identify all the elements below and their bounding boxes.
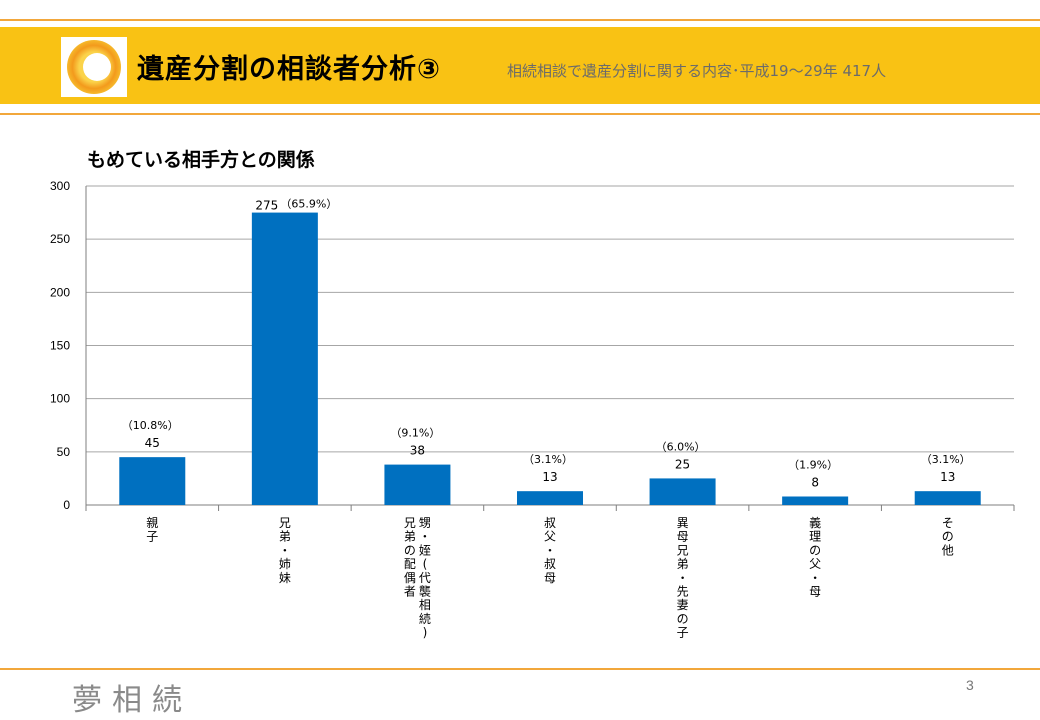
x-category-label: 母 bbox=[544, 571, 556, 585]
x-category-label: 代 bbox=[419, 571, 431, 585]
x-category-label: の bbox=[809, 543, 821, 557]
header-band bbox=[0, 27, 1040, 104]
x-category-label: 姪 bbox=[419, 543, 431, 557]
x-category-label: 叔 bbox=[544, 557, 556, 571]
x-category-label: 妻 bbox=[677, 598, 689, 612]
percent-label: （6.0%） bbox=[656, 440, 706, 453]
bar bbox=[517, 491, 583, 505]
x-category-label: 先 bbox=[677, 585, 689, 599]
x-category-label: 配 bbox=[404, 557, 416, 571]
y-tick-label: 100 bbox=[50, 392, 70, 406]
x-category-label: 子 bbox=[677, 626, 689, 640]
x-category-label: ) bbox=[423, 626, 428, 640]
slide-title: 遺産分割の相談者分析③ bbox=[137, 54, 441, 85]
bar bbox=[251, 212, 318, 506]
x-category-label: ・ bbox=[809, 571, 821, 585]
data-label: 25 bbox=[675, 457, 690, 471]
y-tick-label: 150 bbox=[50, 339, 70, 353]
x-category-label: の bbox=[404, 543, 416, 557]
logo bbox=[61, 37, 127, 97]
x-category-label: ・ bbox=[544, 543, 556, 557]
x-category-label: 兄 bbox=[279, 516, 291, 530]
x-category-label: 理 bbox=[809, 530, 821, 544]
y-tick-label: 300 bbox=[50, 179, 70, 193]
x-category-label: 父 bbox=[809, 557, 821, 571]
x-category-label: 襲 bbox=[419, 584, 431, 599]
data-label: 13 bbox=[940, 470, 955, 484]
y-tick-label: 50 bbox=[57, 445, 71, 459]
x-category-label: 母 bbox=[677, 530, 689, 544]
y-tick-label: 0 bbox=[63, 498, 70, 512]
header-bottom-line bbox=[0, 113, 1040, 115]
x-category-label: の bbox=[942, 530, 954, 544]
footer-line bbox=[0, 668, 1040, 670]
x-category-label: 親 bbox=[146, 516, 158, 530]
data-label: 275 bbox=[255, 199, 278, 213]
x-category-label: 偶 bbox=[404, 571, 416, 585]
percent-label: （3.1%） bbox=[921, 453, 971, 466]
bar bbox=[782, 496, 849, 505]
x-category-label: ( bbox=[423, 557, 428, 571]
percent-label: （3.1%） bbox=[523, 453, 573, 466]
x-category-label: 義 bbox=[809, 515, 821, 530]
ring-logo-icon bbox=[67, 40, 121, 94]
y-tick-label: 250 bbox=[50, 232, 70, 246]
x-category-label: 妹 bbox=[279, 571, 291, 585]
bar bbox=[914, 491, 981, 505]
chart-title: もめている相手方との関係 bbox=[87, 149, 315, 171]
x-category-label: 兄 bbox=[404, 516, 416, 530]
x-category-label: 相 bbox=[419, 598, 431, 612]
x-category-label: 者 bbox=[404, 585, 416, 599]
data-label: 8 bbox=[811, 475, 819, 489]
x-category-label: 父 bbox=[544, 530, 556, 544]
slide-subtitle: 相続相談で遺産分割に関する内容･平成19～29年 417人 bbox=[507, 62, 887, 80]
data-label: 45 bbox=[145, 436, 160, 450]
percent-label: （65.9%） bbox=[280, 198, 337, 211]
percent-label: （9.1%） bbox=[390, 427, 440, 440]
bar bbox=[384, 464, 451, 505]
percent-label: （1.9%） bbox=[788, 458, 838, 471]
x-category-label: 続 bbox=[419, 612, 431, 626]
bar bbox=[119, 457, 186, 505]
bar bbox=[649, 478, 716, 505]
x-category-label: 弟 bbox=[677, 557, 689, 571]
x-category-label: 子 bbox=[146, 530, 158, 544]
x-category-label: 他 bbox=[942, 543, 954, 557]
x-category-label: の bbox=[677, 612, 689, 626]
percent-label: （10.8%） bbox=[122, 419, 179, 432]
x-category-label: 叔 bbox=[544, 516, 556, 530]
x-category-label: そ bbox=[942, 516, 954, 530]
data-label: 13 bbox=[542, 470, 557, 484]
x-category-label: ・ bbox=[677, 571, 689, 585]
header-top-line bbox=[0, 19, 1040, 21]
page-number: 3 bbox=[966, 677, 974, 693]
x-category-label: 弟 bbox=[404, 530, 416, 544]
x-category-label: 母 bbox=[809, 585, 821, 599]
data-label: 38 bbox=[410, 444, 425, 458]
y-tick-label: 200 bbox=[50, 285, 70, 299]
x-category-label: 弟 bbox=[279, 530, 291, 544]
x-category-label: 姉 bbox=[279, 556, 291, 571]
x-category-label: ・ bbox=[419, 530, 431, 544]
x-category-label: 兄 bbox=[677, 543, 689, 557]
x-category-label: 異 bbox=[677, 516, 689, 530]
x-category-label: ・ bbox=[279, 543, 291, 557]
footer-brand: 夢相続 bbox=[72, 683, 192, 718]
x-category-label: 甥 bbox=[419, 516, 431, 530]
